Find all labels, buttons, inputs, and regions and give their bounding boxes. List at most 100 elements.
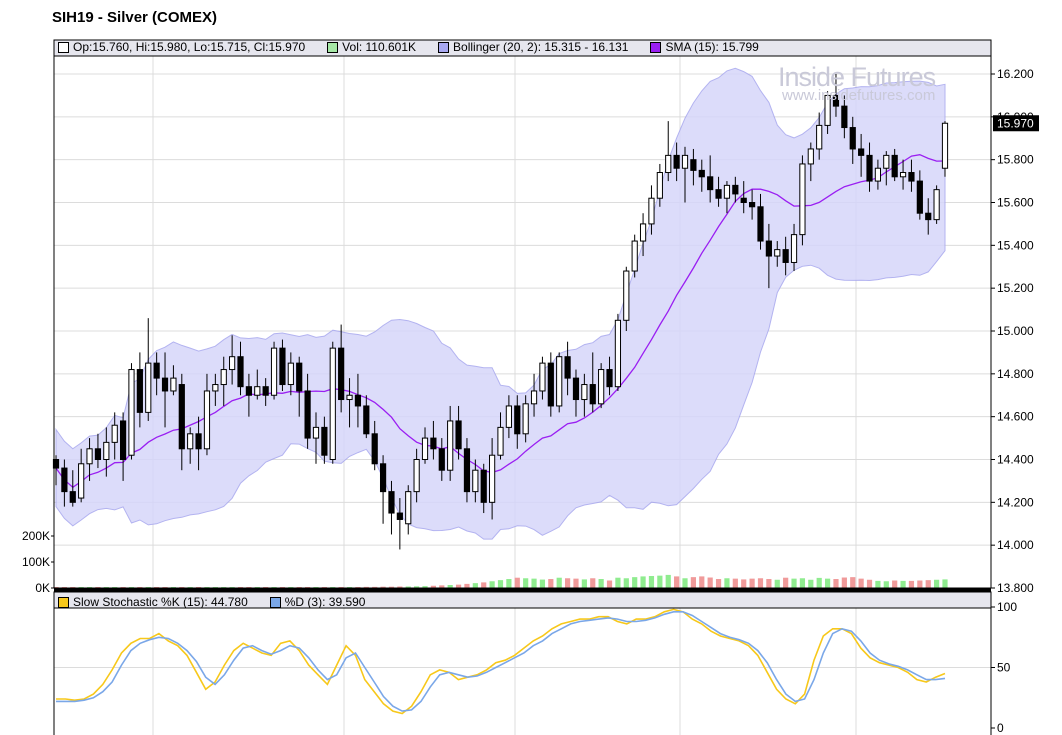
candle-body (153, 362, 160, 379)
volume-bar (858, 578, 864, 588)
price-axis-label: 15.800 (997, 153, 1034, 167)
candle-body (656, 172, 663, 199)
candle-body (547, 362, 554, 407)
volume-bar (430, 585, 437, 588)
volume-bar (783, 577, 789, 588)
price-legend-item: Vol: 110.601K (327, 40, 416, 54)
stochastic-k-line (56, 608, 946, 715)
volume-bar (799, 578, 806, 588)
volume-bar (539, 579, 546, 588)
candle-body (530, 390, 538, 405)
volume-bar (497, 580, 504, 588)
candle-body (170, 377, 177, 392)
price-axis-label: 15.000 (997, 324, 1034, 338)
stochastic-legend-bar (54, 592, 991, 608)
candle-body (304, 390, 311, 439)
candle-body (514, 405, 521, 435)
volume-bar (414, 586, 420, 588)
volume-bar (690, 577, 696, 588)
candle-body (321, 426, 328, 456)
candle-body (187, 433, 194, 450)
volume-bar (598, 579, 604, 588)
candle-body (279, 347, 286, 386)
candle-body (388, 491, 395, 514)
volume-bar (841, 577, 847, 588)
candle-body (757, 206, 764, 242)
candle-body (78, 463, 85, 499)
candle-body (111, 424, 118, 443)
candle-body (790, 234, 798, 263)
candle-body (497, 426, 504, 456)
candle-body (681, 154, 689, 169)
candle-body (606, 369, 613, 388)
candle-body (178, 384, 185, 450)
volume-bar (917, 580, 923, 588)
candle-body (673, 154, 680, 169)
stochastic-legend-swatch (269, 596, 281, 608)
candle-body (480, 469, 487, 503)
candle-body (715, 189, 722, 199)
candle-body (220, 369, 227, 386)
candle-body (447, 420, 454, 471)
volume-bar (464, 583, 470, 588)
candle-body (270, 347, 278, 396)
price-legend-swatch (650, 41, 662, 53)
volume-bar (883, 581, 889, 588)
volume-bar (866, 579, 873, 588)
candle-body (128, 369, 135, 456)
candle-body (581, 384, 588, 401)
volume-bar (640, 576, 646, 588)
candle-body (86, 448, 93, 465)
price-legend-item: SMA (15): 15.799 (650, 40, 759, 54)
volume-bar (850, 577, 856, 588)
stochastic-legend-label: Slow Stochastic %K (15): 44.780 (73, 595, 248, 609)
candle-body (631, 240, 638, 272)
candle-body (933, 189, 940, 221)
volume-bar (489, 581, 495, 588)
candle-body (463, 448, 471, 493)
volume-bar (556, 577, 562, 588)
candle-body (732, 184, 739, 195)
volume-bar (833, 579, 839, 588)
stochastic-legend-label: %D (3): 39.590 (284, 595, 366, 609)
volume-axis-label: 100K (22, 555, 50, 569)
volume-bar (875, 580, 881, 588)
candle-body (816, 124, 823, 150)
candle-body (338, 347, 345, 401)
candle-body (354, 394, 362, 407)
volume-bar (791, 578, 797, 588)
volume-bar (447, 585, 453, 588)
volume-bar (506, 579, 512, 588)
price-legend-label: SMA (15): 15.799 (665, 40, 759, 54)
stochastic-legend-item: %D (3): 39.590 (269, 595, 366, 609)
candle-body (103, 441, 110, 461)
volume-bar (422, 586, 428, 588)
candle-body (363, 405, 370, 435)
volume-bar (657, 575, 663, 588)
volume-bar (380, 586, 386, 588)
last-price-marker (993, 115, 1039, 132)
candle-body (564, 356, 571, 379)
price-legend-swatch (438, 41, 450, 53)
volume-bar (405, 586, 411, 588)
candle-body (648, 197, 655, 225)
volume-bar (715, 579, 722, 588)
candle-body (69, 491, 76, 503)
candle-body (916, 180, 923, 214)
candle-body (824, 94, 831, 126)
candle-body (94, 448, 102, 460)
candle-body (740, 197, 747, 203)
price-axis-label: 14.000 (997, 538, 1034, 552)
candle-body (614, 319, 622, 388)
stochastic-axis-label: 0 (997, 721, 1004, 735)
volume-bar (774, 579, 780, 588)
candle-body (438, 448, 445, 471)
candle-body (229, 356, 236, 371)
price-panel-border (53, 39, 992, 589)
stochastic-legend: Slow Stochastic %K (15): 44.780 %D (3): 3… (58, 594, 387, 610)
volume-bar (665, 574, 671, 588)
candle-body (212, 384, 219, 392)
volume-bar (523, 578, 529, 588)
candle-body (505, 405, 512, 428)
